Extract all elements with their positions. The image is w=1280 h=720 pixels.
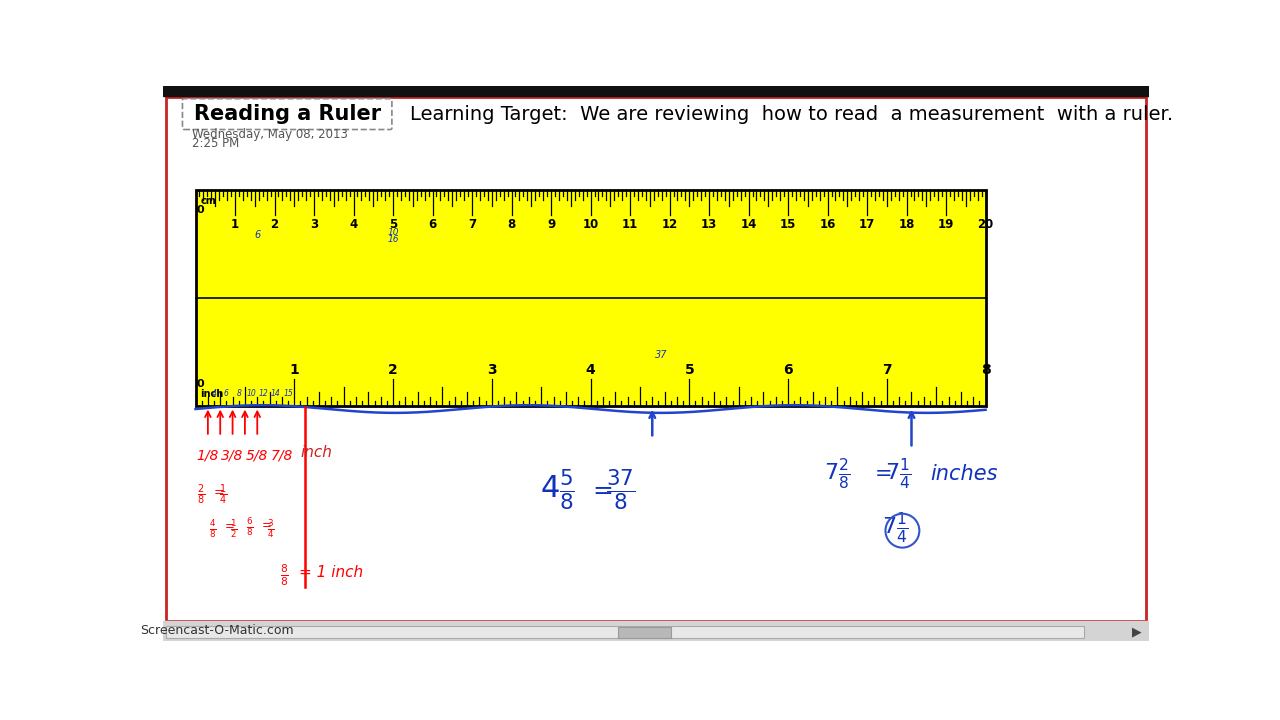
- Bar: [196, 190, 986, 406]
- Text: =: =: [874, 464, 892, 484]
- Text: 14: 14: [740, 217, 756, 230]
- Text: Screencast-O-Matic.com: Screencast-O-Matic.com: [141, 624, 294, 637]
- Bar: [164, 86, 1149, 96]
- Text: 9: 9: [547, 217, 556, 230]
- Text: 1/8: 1/8: [197, 449, 219, 462]
- Text: =: =: [225, 521, 234, 534]
- Bar: [164, 621, 1149, 641]
- Text: 6: 6: [429, 217, 436, 230]
- Text: 0: 0: [196, 205, 204, 215]
- Text: $\frac{37}{8}$: $\frac{37}{8}$: [605, 468, 635, 513]
- Text: 37: 37: [654, 350, 667, 360]
- Text: 3: 3: [310, 217, 319, 230]
- Text: 10: 10: [246, 390, 256, 398]
- Text: 18: 18: [899, 217, 915, 230]
- Text: 7: 7: [468, 217, 476, 230]
- Text: $\frac{3}{4}$: $\frac{3}{4}$: [268, 518, 275, 540]
- Text: 19: 19: [938, 217, 955, 230]
- Text: inch: inch: [301, 445, 333, 460]
- Text: 11: 11: [622, 217, 639, 230]
- Text: 6: 6: [255, 230, 260, 240]
- Text: 3: 3: [486, 363, 497, 377]
- Text: inch: inch: [200, 389, 224, 399]
- Text: 6: 6: [224, 390, 229, 398]
- Text: 8: 8: [980, 363, 991, 377]
- Text: Learning Target:  We are reviewing  how to read  a measurement  with a ruler.: Learning Target: We are reviewing how to…: [410, 104, 1172, 124]
- Text: 4: 4: [586, 363, 595, 377]
- Text: 2: 2: [270, 217, 279, 230]
- Text: 16: 16: [388, 235, 399, 244]
- Text: 15: 15: [780, 217, 796, 230]
- Text: 3/8: 3/8: [221, 449, 243, 462]
- Text: $\frac{2}{8}$: $\frac{2}{8}$: [197, 482, 205, 507]
- Text: Wednesday, May 08, 2013: Wednesday, May 08, 2013: [192, 128, 348, 141]
- Text: $4\frac{5}{8}$: $4\frac{5}{8}$: [540, 468, 576, 513]
- Text: $7\frac{1}{4}$: $7\frac{1}{4}$: [882, 510, 908, 545]
- Text: 1: 1: [230, 217, 239, 230]
- Text: 8: 8: [237, 390, 241, 398]
- Text: 2:25 PM: 2:25 PM: [192, 137, 239, 150]
- Text: 4: 4: [349, 217, 357, 230]
- Text: =: =: [593, 479, 613, 503]
- Text: 7: 7: [882, 363, 892, 377]
- Text: 15: 15: [283, 390, 293, 398]
- Text: $7\frac{2}{8}$: $7\frac{2}{8}$: [824, 456, 850, 491]
- Text: = 1 inch: = 1 inch: [300, 564, 364, 580]
- Text: $\frac{1}{2}$: $\frac{1}{2}$: [230, 518, 238, 540]
- Bar: [617, 627, 672, 638]
- Text: 17: 17: [859, 217, 876, 230]
- Text: 5/8: 5/8: [246, 449, 269, 462]
- Text: inches: inches: [931, 464, 997, 484]
- Text: 0: 0: [196, 379, 204, 390]
- Text: 4: 4: [211, 390, 216, 398]
- Text: 14: 14: [271, 390, 280, 398]
- Text: 10: 10: [388, 228, 399, 237]
- Text: 13: 13: [701, 217, 717, 230]
- Text: 8: 8: [507, 217, 516, 230]
- Text: 10: 10: [582, 217, 599, 230]
- Text: $7\frac{1}{4}$: $7\frac{1}{4}$: [886, 456, 911, 491]
- FancyBboxPatch shape: [183, 99, 392, 130]
- Text: ▶: ▶: [1133, 625, 1142, 638]
- Text: Reading a Ruler: Reading a Ruler: [193, 104, 380, 124]
- Text: 12: 12: [259, 390, 269, 398]
- Text: $\frac{8}{8}$: $\frac{8}{8}$: [280, 562, 289, 588]
- Text: 1: 1: [289, 363, 300, 377]
- Text: 2: 2: [388, 363, 398, 377]
- Text: $\frac{1}{4}$: $\frac{1}{4}$: [219, 482, 228, 507]
- Text: $\frac{4}{8}$: $\frac{4}{8}$: [210, 518, 218, 540]
- Text: $\frac{6}{8}$: $\frac{6}{8}$: [246, 516, 253, 538]
- Text: 5: 5: [685, 363, 694, 377]
- Text: =: =: [262, 519, 271, 532]
- Text: 16: 16: [819, 217, 836, 230]
- Text: 7/8: 7/8: [271, 449, 293, 462]
- Text: 5: 5: [389, 217, 397, 230]
- Text: cm: cm: [200, 196, 216, 206]
- Bar: [166, 626, 1084, 639]
- Text: =: =: [214, 486, 224, 499]
- Text: 6: 6: [783, 363, 792, 377]
- Text: 12: 12: [662, 217, 677, 230]
- Text: 20: 20: [978, 217, 993, 230]
